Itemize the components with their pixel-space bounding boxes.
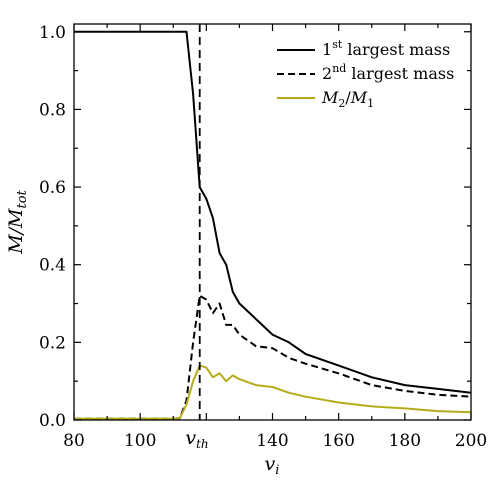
series-line-2 (74, 294, 472, 420)
y-axis-label: M/Mtot (5, 189, 30, 254)
y-tick-label: 0.8 (39, 100, 66, 120)
series-line-1 (74, 30, 472, 394)
x-tick-label: 160 (322, 431, 354, 451)
x-tick-label: 80 (63, 431, 85, 451)
legend-label-mass-ratio: M2/M1 (321, 88, 374, 110)
x-tick-label: 200 (455, 431, 487, 451)
y-tick-label: 0.0 (39, 411, 66, 431)
x-tick-label: 140 (256, 431, 288, 451)
vline-label: vth (185, 427, 208, 451)
plot-area (74, 24, 472, 420)
y-tick-label: 0.6 (39, 178, 66, 198)
y-tick-label: 1.0 (39, 23, 66, 43)
x-tick-label: 180 (389, 431, 421, 451)
axis-ticks: 80 100 140 160 180 200 0.0 0.2 0.4 0.6 0.8 1.0 (39, 23, 487, 451)
x-axis-label: vi (265, 453, 280, 478)
y-tick-label: 0.4 (39, 256, 66, 276)
legend-label-2nd-largest-mass: 2nd largest mass (322, 62, 454, 83)
legend-label-1st-largest-mass: 1st largest mass (322, 38, 450, 59)
series-line-3 (74, 364, 472, 420)
plot-frame (73, 23, 472, 421)
y-tick-label: 0.2 (39, 333, 66, 353)
legend: 1st largest mass 2nd largest mass M2/M1 (277, 38, 454, 110)
x-tick-label: 100 (124, 431, 156, 451)
